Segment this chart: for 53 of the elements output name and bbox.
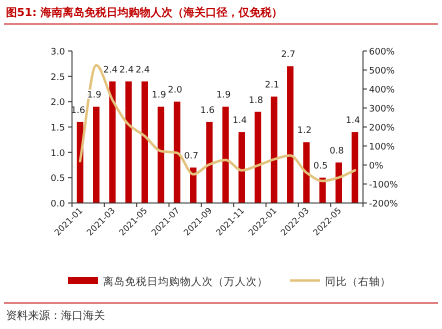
data-label: 2.4 xyxy=(103,65,118,76)
y-tick-label: 1.5 xyxy=(50,124,65,134)
data-label: 1.8 xyxy=(248,96,264,106)
y2-tick-label: 200% xyxy=(369,124,396,134)
data-label: 0.5 xyxy=(313,162,328,172)
y2-tick-label: 600% xyxy=(369,48,396,58)
data-label: 1.4 xyxy=(346,116,360,126)
bar xyxy=(238,132,245,203)
data-label: 2.7 xyxy=(281,50,296,60)
data-label: 1.6 xyxy=(200,106,215,116)
bar xyxy=(190,168,196,203)
data-label: 0.8 xyxy=(330,146,344,156)
bar xyxy=(206,122,213,203)
y2-tick-label: -200% xyxy=(369,200,398,210)
y2-tick-label: 500% xyxy=(369,66,396,76)
data-label: 2.1 xyxy=(264,80,280,91)
y2-tick-label: 400% xyxy=(369,86,396,96)
y-tick-label: 2.5 xyxy=(50,72,65,83)
bar xyxy=(254,112,262,203)
bar xyxy=(174,102,180,203)
y2-tick-label: -100% xyxy=(369,180,398,190)
data-label: 1.2 xyxy=(297,126,312,136)
y2-tick-label: 300% xyxy=(369,104,396,114)
data-label: 2.0 xyxy=(168,86,183,96)
y2-tick-label: 100% xyxy=(369,142,396,152)
bar xyxy=(93,106,100,203)
data-label: 2.4 xyxy=(119,65,134,76)
bar xyxy=(222,106,229,203)
bar xyxy=(158,106,164,203)
data-label: 1.4 xyxy=(232,116,248,126)
y-tick-label: 3.0 xyxy=(50,48,66,58)
data-label: 1.9 xyxy=(152,90,166,101)
data-label: 2.4 xyxy=(136,65,150,76)
y-tick-label: 2.0 xyxy=(50,98,66,108)
y-tick-label: 0.5 xyxy=(50,174,65,184)
text: 资料来源：海口海关 xyxy=(6,309,105,322)
data-label: 1.9 xyxy=(216,90,232,101)
bar xyxy=(270,96,278,203)
bar xyxy=(287,66,294,203)
data-label: 1.6 xyxy=(70,106,86,116)
legend-label: 同比（右轴） xyxy=(325,275,391,288)
bar xyxy=(109,81,116,203)
bar xyxy=(352,132,358,203)
bar xyxy=(303,142,310,203)
chart-title: 图51: 海南离岛免税日均购物人次（海关口径，仅免税） xyxy=(6,6,283,19)
y-tick-label: 0.0 xyxy=(50,200,66,210)
y2-tick-label: 0% xyxy=(369,162,384,172)
bar xyxy=(142,81,148,203)
y-tick-label: 1.0 xyxy=(50,148,66,159)
legend-label: 离岛免税日均购物人次（万人次） xyxy=(103,275,268,288)
data-label: 0.7 xyxy=(184,152,198,162)
bar xyxy=(125,81,132,203)
bar xyxy=(336,162,342,203)
